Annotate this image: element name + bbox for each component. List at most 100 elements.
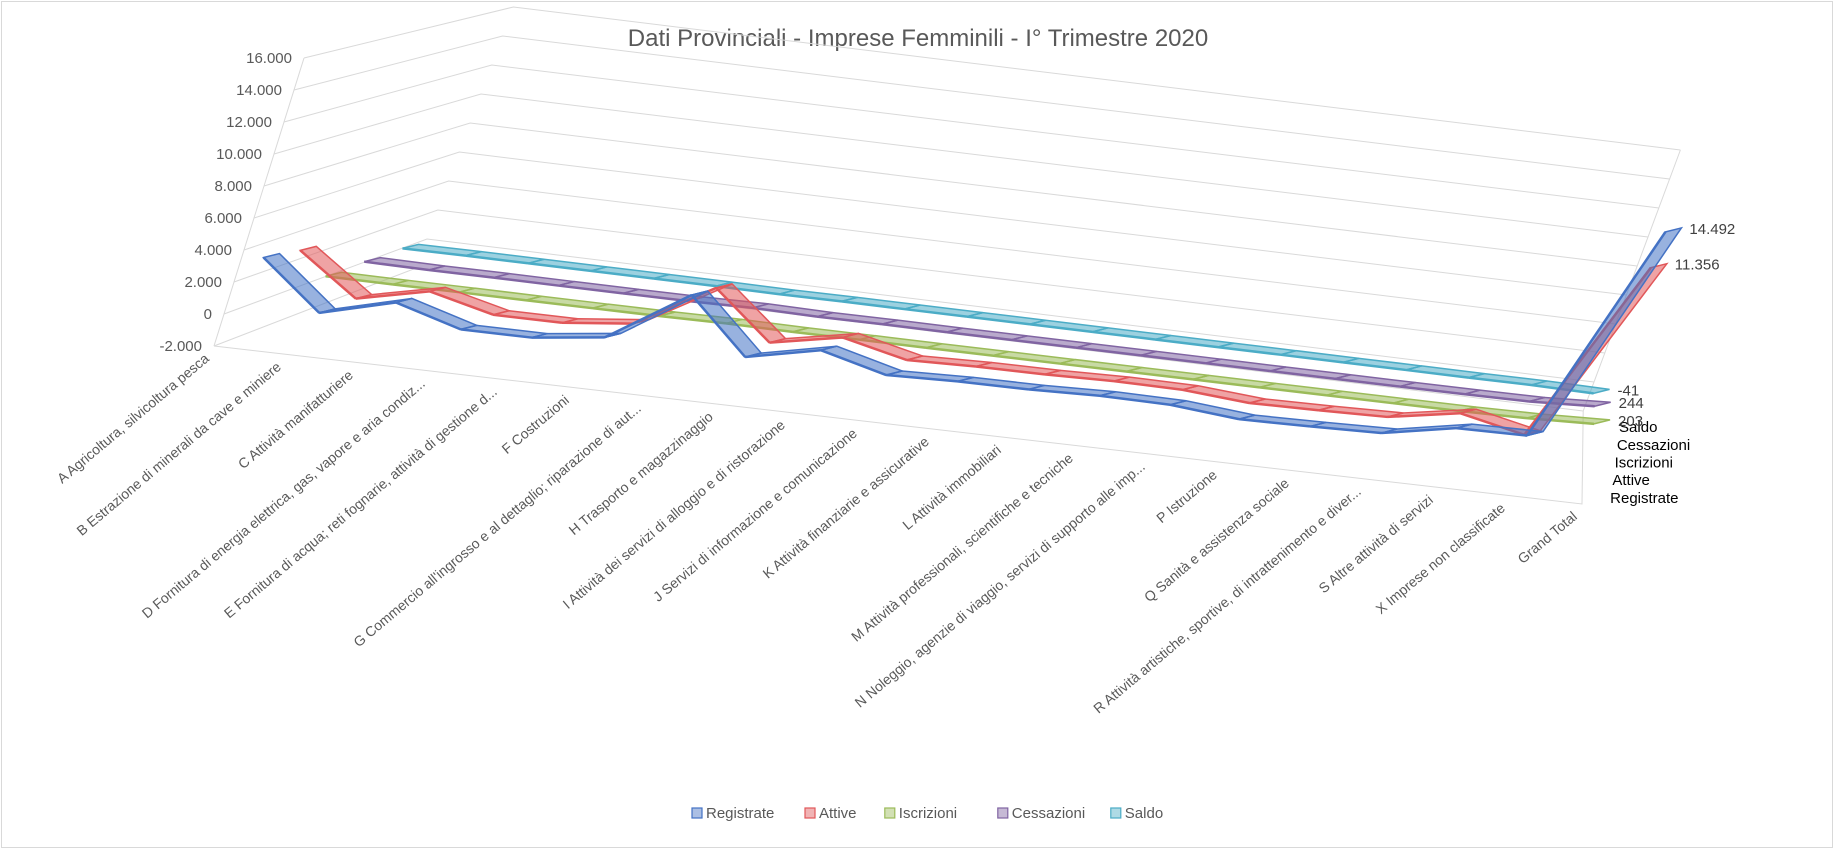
legend-swatch	[997, 807, 1009, 819]
series-segment-edge	[886, 373, 958, 383]
chart-series	[262, 226, 1684, 437]
category-label: A Agricoltura, silvicoltura pesca	[54, 350, 212, 486]
floor-edge	[213, 345, 1584, 505]
series-segment-edge	[1238, 417, 1311, 428]
series-segment-edge	[1405, 368, 1469, 379]
series-segment-edge	[465, 254, 529, 265]
series-segment-edge	[946, 330, 1012, 342]
series-segment-edge	[903, 307, 967, 318]
legend-label: Cessazioni	[1012, 805, 1085, 822]
series-registrate	[262, 226, 1684, 437]
data-label: 203	[1618, 413, 1643, 430]
series-segment-edge	[402, 247, 466, 257]
series-segment-edge	[1099, 394, 1171, 406]
series-segment-edge	[1044, 373, 1114, 383]
series-segment-edge	[604, 293, 693, 339]
series-segment-edge	[1392, 401, 1460, 413]
series-segment-edge	[957, 380, 1029, 391]
series-segment-edge	[745, 348, 821, 359]
depth-axis-labels: RegistrateAttiveIscrizioniCessazioniSald…	[1610, 419, 1690, 507]
data-label: 14.492	[1689, 221, 1735, 238]
series-segment-edge	[1468, 376, 1532, 387]
y-tick-label: -2.000	[159, 338, 202, 355]
series-segment-edge	[975, 365, 1045, 376]
category-label: Grand Total	[1514, 508, 1580, 567]
legend-swatch	[691, 807, 703, 819]
legend-swatch	[1110, 807, 1122, 819]
y-tick-label: 0	[204, 306, 212, 323]
series-segment-edge	[1075, 346, 1141, 357]
series-segment-edge	[622, 292, 688, 303]
series-segment-edge	[561, 321, 634, 325]
series-segment-edge	[1182, 388, 1250, 405]
depth-series-label: Cessazioni	[1617, 437, 1690, 454]
series-segment-edge	[1269, 369, 1335, 381]
y-tick-label: 4.000	[194, 242, 232, 259]
series-segment-edge	[752, 306, 818, 318]
series-segment-edge	[1140, 354, 1206, 365]
series-segment-edge	[966, 315, 1030, 326]
category-label: R Attività artistiche, sportive, di intr…	[1090, 483, 1364, 716]
depth-series-label: Iscrizioni	[1615, 455, 1673, 472]
series-segment-edge	[1092, 330, 1156, 341]
depth-series-label: Attive	[1612, 472, 1650, 489]
series-segment-edge	[1113, 379, 1183, 392]
legend-label: Registrate	[706, 805, 774, 822]
series-segment-edge	[428, 268, 494, 279]
legend-swatch	[804, 807, 816, 819]
series-segment-edge	[1249, 401, 1319, 412]
series-segment-edge	[527, 262, 591, 273]
gridline	[243, 180, 1616, 325]
series-segment-edge	[592, 306, 660, 318]
series-segment-edge	[1154, 338, 1218, 349]
series-segment-edge	[1010, 338, 1076, 349]
series-segment-edge	[458, 290, 526, 302]
y-tick-label: 10.000	[216, 146, 262, 163]
series-segment-edge	[1280, 353, 1344, 364]
series-segment-edge	[590, 269, 654, 280]
gridline	[263, 122, 1638, 267]
series-segment-edge	[778, 292, 842, 303]
front-left-edge	[213, 57, 305, 347]
series-segment-edge	[299, 249, 357, 300]
data-label: 244	[1619, 395, 1644, 412]
category-label: E Fornitura di acqua; reti fognarie, att…	[221, 383, 500, 621]
series-segment-edge	[1205, 361, 1271, 373]
y-tick-label: 6.000	[204, 210, 242, 227]
series-segment-edge	[1342, 361, 1406, 372]
category-label: F Costruzioni	[498, 392, 571, 457]
gridline	[273, 93, 1649, 238]
series-segment-edge	[1217, 345, 1281, 356]
category-label: Q Sanità e assistenza sociale	[1141, 475, 1292, 605]
series-segment-edge	[525, 299, 593, 310]
category-label: H Trasporto e magazzinaggio	[566, 408, 717, 538]
depth-series-label: Registrate	[1610, 490, 1678, 507]
y-tick-label: 12.000	[226, 114, 272, 131]
series-segment-edge	[1028, 388, 1100, 397]
series-segment-edge	[841, 300, 905, 311]
data-label: -41	[1618, 382, 1640, 399]
y-axis-ticks: 16.000 14.000 12.000 10.000 8.000 6.000 4.000 2…	[159, 50, 292, 355]
series-segment-edge	[355, 290, 430, 300]
category-label: D Fornitura di energia elettrica, gas, v…	[139, 375, 428, 621]
gridline	[253, 151, 1627, 296]
series-segment-edge	[1455, 426, 1528, 437]
series-segment-edge	[1381, 426, 1457, 435]
category-label: N Noleggio, agenzie di viaggio, servizi …	[852, 458, 1148, 710]
series-segment-edge	[1125, 370, 1193, 381]
gridline	[223, 238, 1595, 383]
gridline	[283, 64, 1659, 209]
category-label: P Istruzione	[1153, 466, 1220, 526]
series-segment-edge	[319, 301, 397, 315]
series-segment-edge	[429, 290, 494, 316]
series-segment-edge	[1169, 403, 1240, 421]
y-tick-label: 14.000	[236, 82, 282, 99]
y-tick-label: 16.000	[246, 50, 292, 67]
legend-swatch	[884, 807, 896, 819]
y-tick-label: 8.000	[214, 178, 252, 195]
chart-title: Dati Provinciali - Imprese Femminili - I…	[628, 25, 1208, 52]
series-segment-edge	[1192, 378, 1260, 389]
